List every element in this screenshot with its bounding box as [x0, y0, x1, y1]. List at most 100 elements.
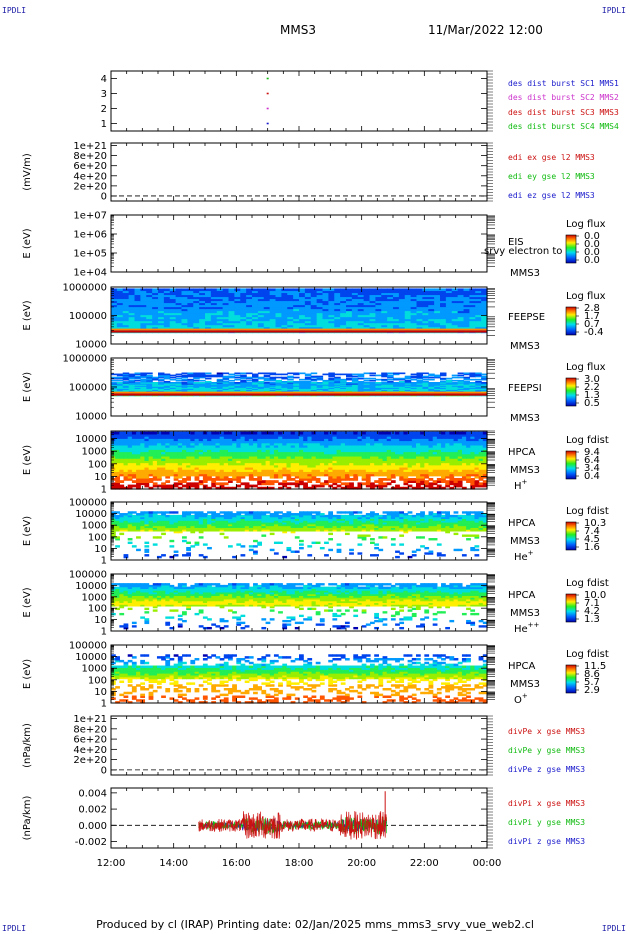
heatmap-hpca_he	[111, 511, 488, 559]
colorbar-label-hpca_he-2: 4.5	[584, 534, 600, 545]
panel-frame-des_dist	[110, 70, 488, 132]
legend-des_dist-2: des dist burst SC2 MMS2	[508, 93, 619, 102]
species-charge-hpca_h: +	[522, 478, 528, 486]
ytick-label-divpe-2: 6e+20	[73, 735, 107, 746]
dist-marker-4	[266, 122, 269, 125]
xtick-label-0: 12:00	[97, 858, 126, 869]
corner-label-bottom-right: IPDLI	[601, 924, 626, 933]
ytick-label-divpi-1: 0.002	[78, 805, 107, 816]
ytick-label-edi_e-3: 4e+20	[73, 171, 107, 182]
ytick-label-divpe-0: 1e+21	[73, 714, 107, 725]
ytick-label-feepsi-2: 10000	[75, 412, 107, 423]
panel-frame-divpi	[110, 787, 488, 849]
instrument-spacecraft-eis: MMS3	[510, 268, 540, 279]
ytick-label-hpca_hepp-0: 100000	[69, 570, 107, 581]
colorbar-label-hpca_hepp-1: 7.1	[584, 598, 600, 609]
ytick-label-hpca_he-4: 10	[94, 544, 107, 555]
colorbar-label-hpca_he-3: 1.6	[584, 542, 600, 553]
heatmap-hpca_h	[111, 431, 488, 490]
heatmap-hpca_hepp	[111, 583, 488, 630]
colorbar-hpca_h	[565, 450, 577, 480]
ylabel-divpe: (nPa/km)	[22, 723, 33, 768]
panel-divpi: 0.004 0.002 0.000 -0.002 (nPa/km) divPi x gse…	[22, 787, 585, 849]
species-charge-hpca_o: +	[522, 692, 528, 700]
ytick-label-hpca_h-0: 10000	[75, 434, 107, 445]
colorbar-label-hpca_h-0: 9.4	[584, 447, 600, 458]
colorbar-title-hpca_hepp: Log fdist	[566, 578, 609, 589]
dist-marker-3	[266, 107, 269, 110]
footer-credit: Produced by cl (IRAP) Printing date: 02/…	[96, 918, 534, 931]
corner-label-top-left: IPDLI	[2, 6, 27, 15]
corner-label-top-right: IPDLI	[601, 6, 626, 15]
datetime-title: 11/Mar/2022 12:00	[428, 23, 543, 37]
ytick-label-des_dist-1: 3	[101, 89, 107, 100]
ytick-label-hpca_he-0: 100000	[69, 498, 107, 509]
dist-marker-2	[266, 92, 269, 95]
instrument-spacecraft-hpca_he: MMS3	[510, 536, 540, 547]
ytick-label-hpca_o-2: 1000	[82, 664, 107, 675]
instrument-name-feepsi: FEEPSI	[508, 383, 542, 394]
panel-des_dist: 4 3 2 1 des dist burst SC1 MMS1 des dist burs…	[101, 70, 619, 132]
ytick-label-des_dist-0: 4	[101, 74, 107, 85]
ytick-label-edi_e-0: 1e+21	[73, 141, 107, 152]
instrument-spacecraft-feepsi: MMS3	[510, 413, 540, 424]
dist-marker-1	[266, 77, 269, 80]
ytick-label-feepse-2: 10000	[75, 340, 107, 351]
instrument-spacecraft-hpca_h: MMS3	[510, 465, 540, 476]
ylabel-hpca_h: E (eV)	[22, 445, 33, 475]
species-charge-hpca_hepp: ++	[528, 621, 540, 629]
panel-frame-divpe	[110, 715, 488, 776]
divpi-traces	[198, 791, 388, 840]
legend-edi_e-1: edi ex gse l2 MMS3	[508, 153, 595, 162]
xtick-label-4: 20:00	[347, 858, 376, 869]
species-hpca_o: O+	[514, 692, 528, 706]
instrument-spacecraft-feepse: MMS3	[510, 341, 540, 352]
colorbar-label-eis-2: 0.0	[584, 247, 600, 258]
colorbar-label-hpca_o-3: 2.9	[584, 685, 600, 696]
colorbar-hpca_o	[565, 664, 577, 694]
colorbar-label-hpca_h-3: 0.4	[584, 471, 600, 482]
instrument-name-hpca_hepp: HPCA	[508, 590, 536, 601]
ylabel-hpca_he: E (eV)	[22, 516, 33, 546]
ytick-label-hpca_h-3: 10	[94, 472, 107, 483]
ytick-label-divpe-4: 2e+20	[73, 755, 107, 766]
heatmap-hpca_o	[111, 654, 488, 704]
ytick-label-divpe-3: 4e+20	[73, 745, 107, 756]
panel-feepse: 1000000 100000 10000 E (eV) FEEPSE MMS3 Log fl…	[22, 283, 606, 353]
colorbar-label-hpca_he-1: 7.4	[584, 526, 600, 537]
colorbar-label-eis-1: 0.0	[584, 239, 600, 250]
ytick-label-divpi-0: 0.004	[78, 788, 107, 799]
colorbar-hpca_he	[565, 521, 577, 551]
ylabel-eis: E (eV)	[22, 228, 33, 258]
ytick-label-hpca_h-2: 100	[88, 459, 107, 470]
colorbar-label-feepse-0: 2.8	[584, 303, 600, 314]
species-hpca_he: He+	[514, 549, 534, 563]
legend-divpe-2: divPe y gse MMS3	[508, 746, 585, 755]
ytick-label-edi_e-2: 6e+20	[73, 161, 107, 172]
xtick-label-3: 18:00	[285, 858, 314, 869]
species-hpca_h: H+	[514, 478, 528, 492]
colorbar-label-hpca_h-1: 6.4	[584, 455, 600, 466]
legend-des_dist-4: des dist burst SC4 MMS4	[508, 122, 619, 131]
ytick-label-hpca_o-1: 10000	[75, 652, 107, 663]
xtick-label-5: 22:00	[410, 858, 439, 869]
ylabel-feepsi: E (eV)	[22, 372, 33, 402]
ytick-label-feepse-0: 1000000	[62, 283, 107, 294]
ytick-label-divpe-1: 8e+20	[73, 724, 107, 735]
ytick-label-hpca_he-5: 1	[101, 556, 107, 567]
colorbar-label-feepse-1: 1.7	[584, 311, 600, 322]
corner-label-bottom-left: IPDLI	[2, 924, 27, 933]
colorbar-title-hpca_he: Log fdist	[566, 506, 609, 517]
panel-feepsi: 1000000 100000 10000 E (eV) FEEPSI MMS3 Log fl…	[22, 354, 606, 425]
ytick-label-hpca_hepp-4: 10	[94, 615, 107, 626]
ytick-label-eis-2: 1e+05	[73, 249, 107, 260]
colorbar-title-hpca_o: Log fdist	[566, 649, 609, 660]
xtick-label-1: 14:00	[159, 858, 188, 869]
legend-des_dist-3: des dist burst SC3 MMS3	[508, 108, 619, 117]
species-charge-hpca_he: +	[528, 549, 534, 557]
colorbar-label-hpca_hepp-0: 10.0	[584, 590, 606, 601]
